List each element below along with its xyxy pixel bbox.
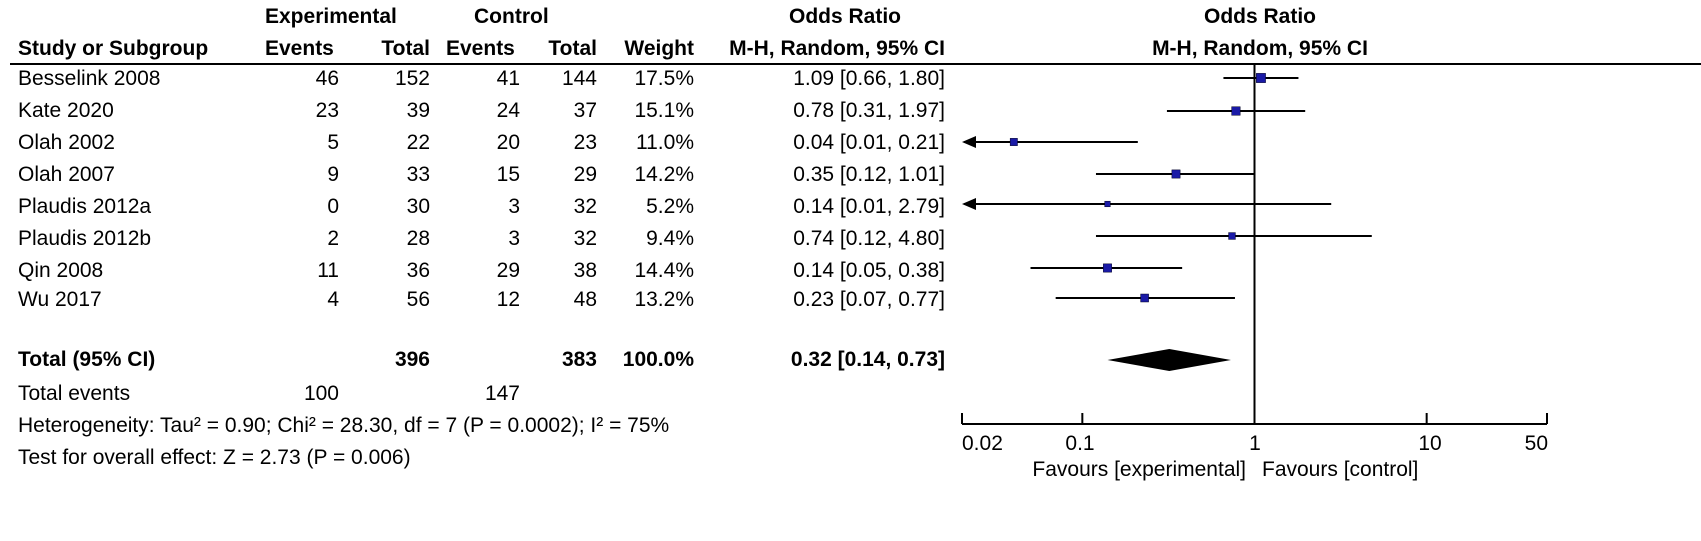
ctl-events: 20 (496, 131, 520, 154)
study-marker (1171, 169, 1181, 179)
exp-total: 30 (406, 195, 430, 218)
ci-text: 0.74 [0.12, 4.80] (793, 227, 945, 250)
total-label: Total (95% CI) (18, 348, 156, 371)
ctl-total-header: Total (548, 37, 597, 60)
ctl-events: 15 (496, 163, 520, 186)
tick-label-10: 10 (1418, 432, 1442, 455)
ci-text: 0.04 [0.01, 0.21] (793, 131, 945, 154)
weight: 14.2% (634, 163, 694, 186)
ci-text: 0.35 [0.12, 1.01] (793, 163, 945, 186)
study-name: Wu 2017 (18, 288, 102, 311)
method-header: M-H, Random, 95% CI (729, 37, 945, 60)
study-marker (1103, 263, 1112, 273)
ctl-total: 29 (573, 163, 597, 186)
ctl-total: 32 (573, 227, 597, 250)
total-ctl-total: 383 (561, 348, 597, 371)
experimental-header: Experimental (265, 5, 397, 28)
weight: 5.2% (646, 195, 694, 218)
favours-control-label: Favours [control] (1262, 458, 1419, 481)
favours-experimental-label: Favours [experimental] (1032, 458, 1246, 481)
ci-arrow (962, 198, 976, 210)
ci-text: 0.14 [0.05, 0.38] (793, 259, 945, 282)
exp-events: 46 (315, 67, 339, 90)
tick-label-0.02: 0.02 (962, 432, 1003, 455)
ctl-events-header: Events (446, 37, 515, 60)
weight: 14.4% (634, 259, 694, 282)
exp-events-header: Events (265, 37, 334, 60)
weight: 9.4% (646, 227, 694, 250)
odds-ratio-header: Odds Ratio (788, 5, 901, 28)
weight: 15.1% (634, 99, 694, 122)
study-header: Study or Subgroup (18, 37, 209, 60)
overall-effect-text: Test for overall effect: Z = 2.73 (P = 0… (18, 446, 411, 469)
weight: 17.5% (634, 67, 694, 90)
exp-total: 152 (394, 67, 430, 90)
ctl-events: 24 (496, 99, 520, 122)
exp-events: 4 (327, 288, 339, 311)
exp-total: 28 (406, 227, 430, 250)
ci-text: 1.09 [0.66, 1.80] (793, 67, 945, 90)
study-marker (1256, 73, 1266, 83)
exp-total: 36 (406, 259, 430, 282)
ci-text: 0.14 [0.01, 2.79] (793, 195, 945, 218)
weight: 13.2% (634, 288, 694, 311)
plot-method-header: M-H, Random, 95% CI (1152, 37, 1368, 60)
total-events-ctl: 147 (484, 382, 520, 405)
control-header: Control (474, 5, 549, 28)
ctl-events: 3 (508, 227, 520, 250)
exp-total-header: Total (381, 37, 430, 60)
ctl-events: 41 (496, 67, 520, 90)
study-name: Plaudis 2012a (18, 195, 152, 218)
ctl-total: 37 (573, 99, 597, 122)
ctl-events: 12 (496, 288, 520, 311)
study-marker (1228, 232, 1236, 240)
ctl-events: 29 (496, 259, 520, 282)
weight-header: Weight (624, 37, 694, 60)
exp-events: 2 (327, 227, 339, 250)
study-name: Qin 2008 (18, 259, 104, 282)
exp-events: 5 (327, 131, 339, 154)
tick-label-50: 50 (1524, 432, 1548, 455)
study-name: Kate 2020 (18, 99, 114, 122)
exp-total: 39 (406, 99, 430, 122)
exp-events: 23 (315, 99, 339, 122)
exp-total: 56 (406, 288, 430, 311)
study-name: Olah 2002 (18, 131, 115, 154)
weight: 11.0% (636, 131, 694, 154)
study-name: Plaudis 2012b (18, 227, 152, 250)
ctl-total: 32 (573, 195, 597, 218)
ci-arrow (962, 136, 976, 148)
ctl-total: 23 (573, 131, 597, 154)
study-marker (1231, 106, 1241, 116)
ctl-total: 48 (573, 288, 597, 311)
exp-total: 22 (406, 131, 430, 154)
ci-text: 0.23 [0.07, 0.77] (793, 288, 945, 311)
ci-text: 0.78 [0.31, 1.97] (793, 99, 945, 122)
pooled-diamond (1107, 349, 1231, 371)
exp-total: 33 (406, 163, 430, 186)
study-marker (1009, 138, 1018, 146)
total-events-exp: 100 (303, 382, 339, 405)
ctl-total: 144 (561, 67, 597, 90)
ctl-total: 38 (573, 259, 597, 282)
heterogeneity-text: Heterogeneity: Tau² = 0.90; Chi² = 28.30… (18, 414, 670, 437)
plot-title: Odds Ratio (1203, 5, 1316, 28)
ctl-events: 3 (508, 195, 520, 218)
exp-events: 0 (327, 195, 339, 218)
study-marker (1104, 200, 1111, 208)
total-weight: 100.0% (622, 348, 694, 371)
exp-events: 9 (327, 163, 339, 186)
total-events-label: Total events (18, 382, 131, 405)
study-name: Olah 2007 (18, 163, 115, 186)
total-exp-total: 396 (394, 348, 430, 371)
total-ci-text: 0.32 [0.14, 0.73] (790, 348, 945, 371)
tick-label-1: 1 (1249, 432, 1261, 455)
exp-events: 11 (317, 259, 339, 282)
study-name: Besselink 2008 (18, 67, 161, 90)
study-marker (1140, 293, 1149, 303)
tick-label-0.1: 0.1 (1065, 432, 1095, 455)
